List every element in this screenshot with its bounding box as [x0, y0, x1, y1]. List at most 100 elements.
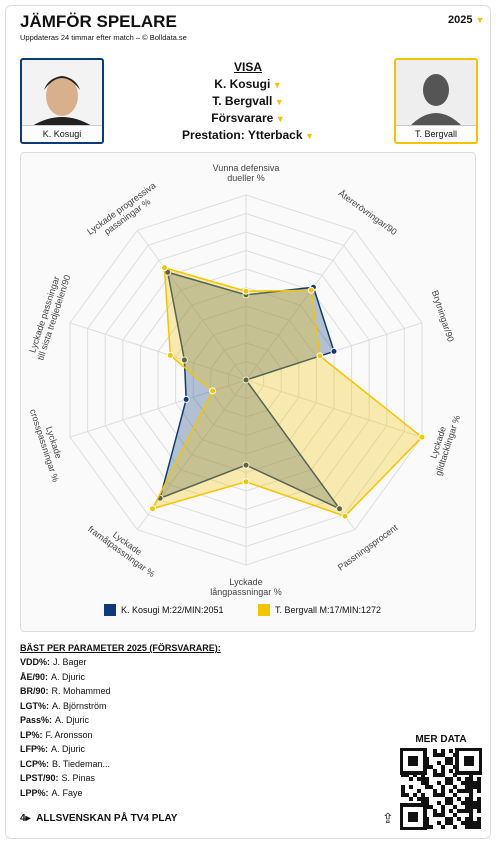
qr-cell — [469, 781, 473, 785]
qr-cell — [417, 777, 421, 781]
qr-cell — [441, 805, 445, 809]
qr-cell — [409, 785, 413, 789]
qr-cell — [461, 781, 465, 785]
qr-cell — [469, 793, 473, 797]
qr-cell — [461, 821, 465, 825]
qr-cell — [429, 825, 433, 829]
best-player: J. Bager — [53, 657, 87, 667]
best-player: A. Björnström — [52, 700, 107, 711]
axis-label: Passningsprocent — [336, 522, 400, 572]
menu-item: T. Bergvall — [148, 94, 348, 108]
player-photo — [32, 76, 92, 126]
player-card[interactable]: T. Bergvall — [394, 58, 478, 144]
best-player: F. Aronsson — [45, 729, 93, 740]
qr-cell — [477, 817, 481, 821]
qr-cell — [449, 761, 453, 765]
best-item: VDD%: J. Bager — [20, 657, 87, 667]
qr-cell — [469, 789, 473, 793]
menu-title: VISA — [233, 60, 262, 74]
qr-cell — [469, 805, 473, 809]
axis-label: Lyckadeglidtacklingar % — [424, 411, 462, 477]
qr-cell — [457, 817, 461, 821]
qr-cell — [457, 797, 461, 801]
axis-label: Lyckadeframåtpassningar % — [86, 516, 163, 579]
qr-cell — [477, 781, 481, 785]
data-point — [242, 461, 250, 469]
qr-cell — [433, 793, 437, 797]
axis-label: Vunna defensiva dueller % — [213, 163, 280, 183]
qr-cell — [449, 821, 453, 825]
subtitle: Uppdateras 24 timmar efter match – © Bol… — [20, 33, 187, 42]
qr-cell — [473, 805, 477, 809]
qr-cell — [469, 825, 473, 829]
player-card[interactable]: K. Kosugi — [20, 58, 104, 144]
qr-cell — [401, 789, 405, 793]
grid-spoke — [245, 230, 356, 381]
qr-cell — [449, 789, 453, 793]
data-point — [330, 347, 338, 355]
menu-item: Försvarare — [148, 111, 348, 125]
best-item: LPST/90: S. Pinas — [20, 773, 95, 783]
qr-cell — [437, 761, 441, 765]
qr-cell — [465, 785, 469, 789]
best-item: LCP%: B. Tiedeman... — [20, 759, 110, 769]
qr-cell — [437, 821, 441, 825]
qr-cell — [477, 785, 481, 789]
qr-cell — [477, 821, 481, 825]
qr-cell — [477, 805, 481, 809]
qr-cell — [465, 801, 469, 805]
season-select[interactable]: 2025 ▼ — [448, 14, 485, 26]
qr-cell — [445, 761, 449, 765]
qr-cell — [441, 769, 445, 773]
qr-cell — [469, 813, 473, 817]
legend-label: T. Bergvall M:17/MIN:1272 — [275, 605, 381, 615]
qr-cell — [425, 785, 429, 789]
data-point — [418, 433, 426, 441]
data-point — [316, 352, 324, 360]
qr-cell — [445, 821, 449, 825]
best-key: VDD%: — [20, 657, 51, 667]
qr-cell — [425, 781, 429, 785]
qr-code[interactable] — [400, 748, 482, 830]
best-title: BÄST PER PARAMETER 2025 (FÖRSVARARE): — [20, 643, 221, 653]
qr-cell — [449, 781, 453, 785]
axis-label: Återerövringar/90 — [337, 188, 399, 237]
title: JÄMFÖR SPELARE — [20, 12, 177, 31]
grid-spoke — [245, 379, 423, 438]
qr-cell — [445, 757, 449, 761]
qr-cell — [465, 809, 469, 813]
best-key: Pass%: — [20, 715, 53, 725]
qr-cell — [441, 793, 445, 797]
best-player: A. Djuric — [51, 744, 86, 754]
qr-cell — [445, 817, 449, 821]
qr-cell — [421, 793, 425, 797]
qr-cell — [441, 789, 445, 793]
qr-cell — [461, 801, 465, 805]
best-player: S. Pinas — [61, 773, 96, 783]
qr-cell — [421, 777, 425, 781]
qr-cell — [433, 789, 437, 793]
menu-item: K. Kosugi — [148, 77, 348, 91]
axis-label: Lyckade passningartill sista tredjedelen… — [26, 271, 73, 362]
qr-cell — [421, 781, 425, 785]
qr-cell — [473, 825, 477, 829]
best-item: ÅE/90: A. Djuric — [20, 672, 85, 682]
qr-finder — [408, 756, 418, 766]
qr-cell — [449, 757, 453, 761]
qr-cell — [477, 825, 481, 829]
qr-cell — [469, 801, 473, 805]
qr-cell — [449, 817, 453, 821]
qr-cell — [433, 773, 437, 777]
qr-cell — [469, 797, 473, 801]
qr-cell — [465, 805, 469, 809]
qr-cell — [413, 793, 417, 797]
share-button[interactable]: ⇪ — [382, 810, 394, 826]
best-item: BR/90: R. Mohammed — [20, 686, 111, 696]
menu-item: Prestation: Ytterback — [148, 128, 348, 142]
qr-cell — [425, 777, 429, 781]
player-name: K. Kosugi — [22, 125, 102, 142]
qr-cell — [461, 789, 465, 793]
qr-cell — [453, 825, 457, 829]
qr-cell — [449, 797, 453, 801]
footer[interactable]: 4▸ ALLSVENSKAN PÅ TV4 PLAY — [20, 813, 178, 824]
